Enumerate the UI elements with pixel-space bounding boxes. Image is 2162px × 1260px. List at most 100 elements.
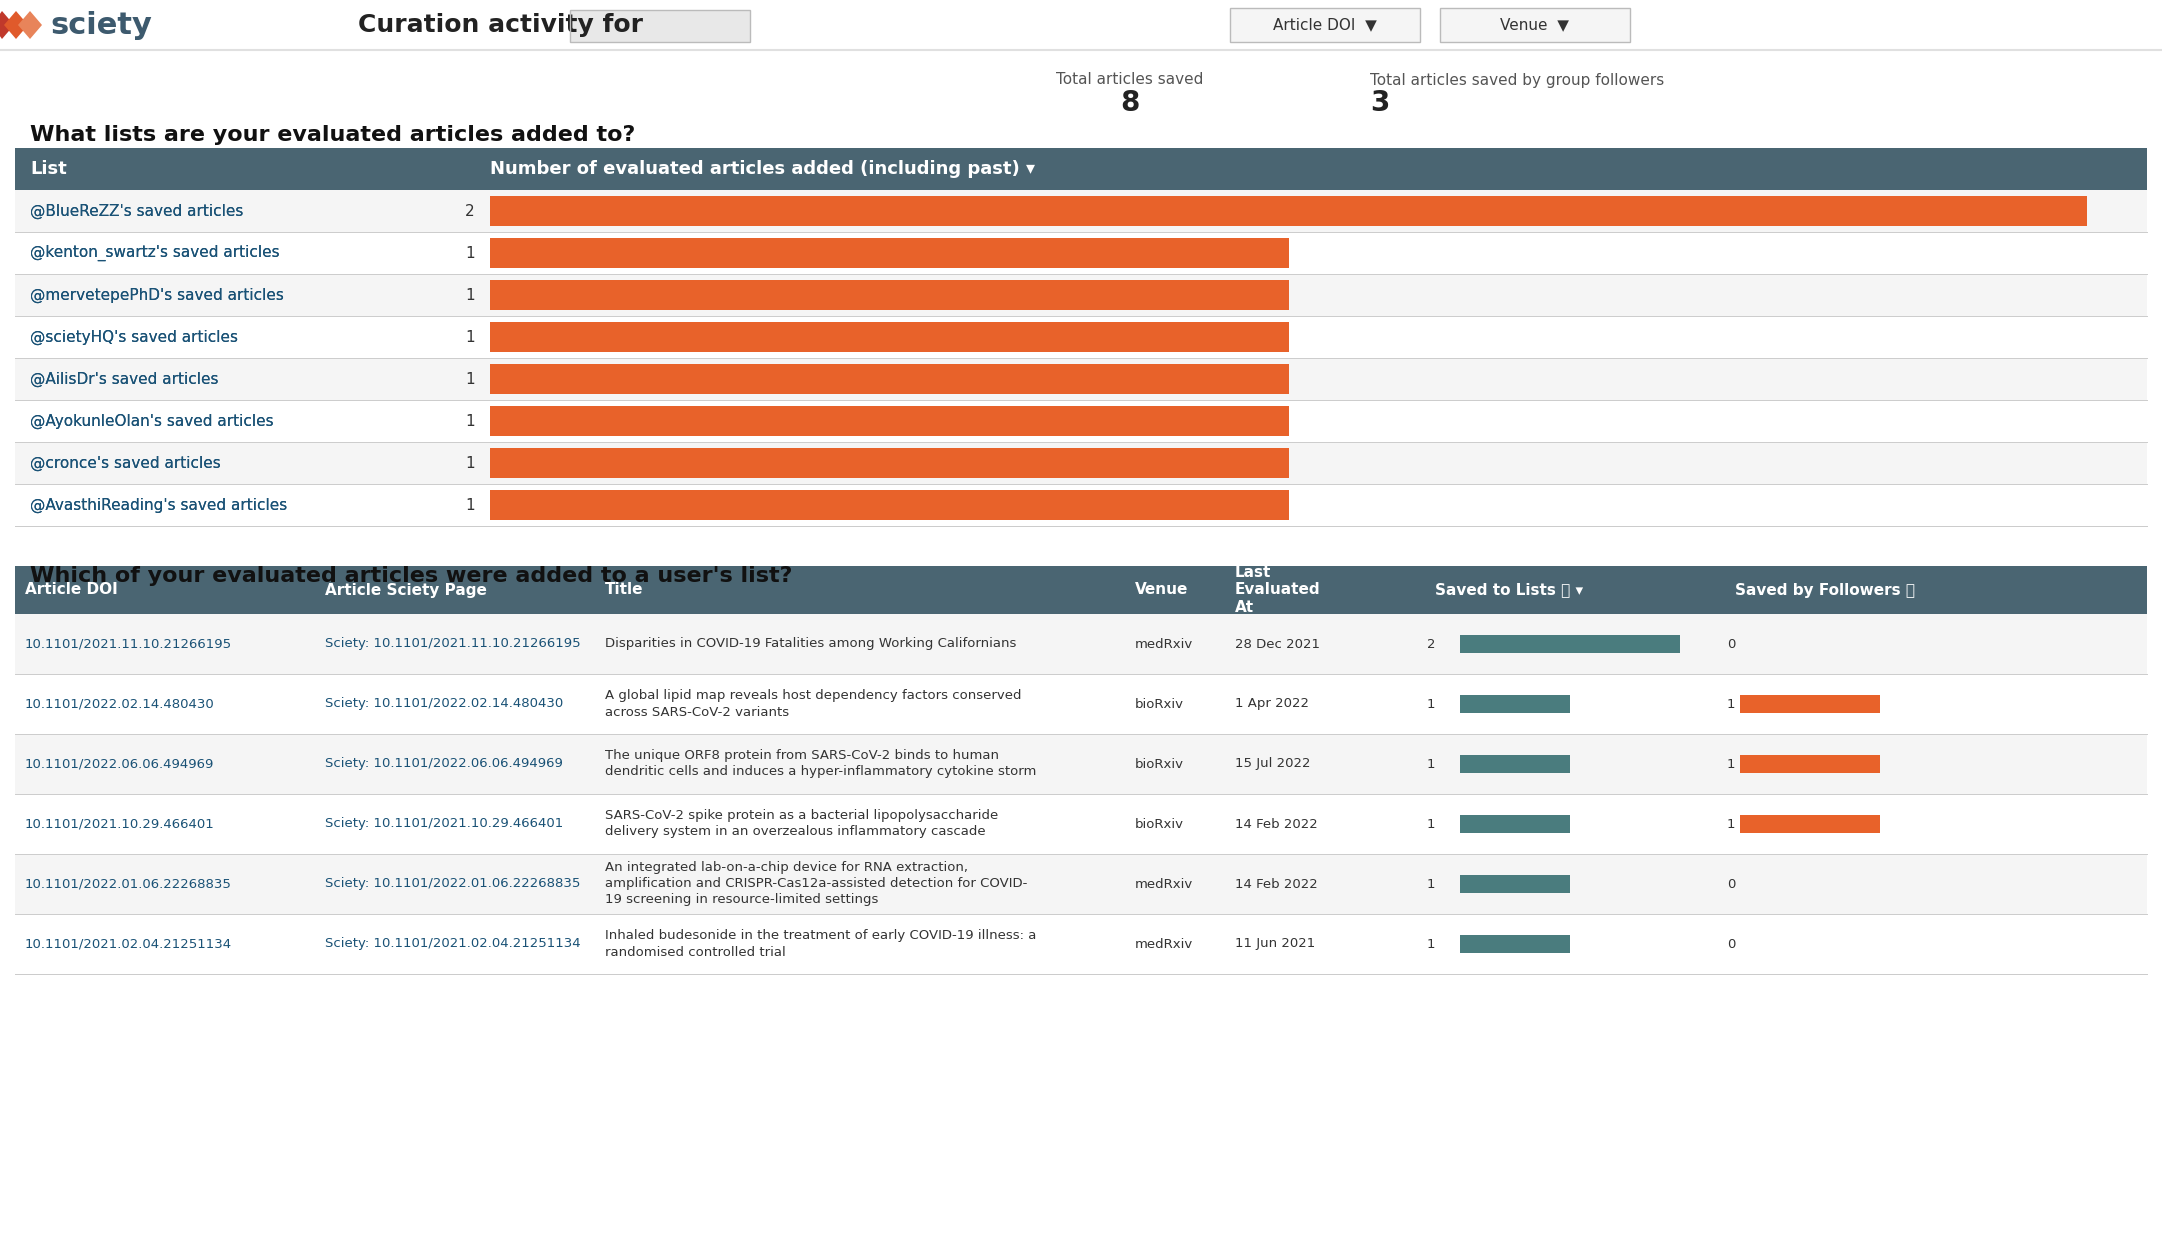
Text: An integrated lab-on-a-chip device for RNA extraction,
amplification and CRISPR-: An integrated lab-on-a-chip device for R… bbox=[605, 862, 1027, 906]
Bar bbox=[0, 0, 2162, 50]
Bar bbox=[15, 674, 2147, 735]
Text: Sciety: 10.1101/2022.02.14.480430: Sciety: 10.1101/2022.02.14.480430 bbox=[324, 698, 564, 711]
Text: 2: 2 bbox=[1427, 638, 1436, 650]
Text: 1: 1 bbox=[465, 456, 476, 470]
Text: Title: Title bbox=[605, 582, 644, 597]
Text: medRxiv: medRxiv bbox=[1135, 877, 1193, 891]
Text: medRxiv: medRxiv bbox=[1135, 638, 1193, 650]
Bar bbox=[1740, 815, 1881, 833]
Text: @AilisDr's saved articles: @AilisDr's saved articles bbox=[30, 372, 218, 387]
Text: SARS-CoV-2 spike protein as a bacterial lipopolysaccharide
delivery system in an: SARS-CoV-2 spike protein as a bacterial … bbox=[605, 809, 999, 838]
Bar bbox=[15, 442, 2147, 484]
Bar bbox=[15, 484, 2147, 525]
Text: 2: 2 bbox=[465, 204, 476, 218]
Text: 1: 1 bbox=[1727, 818, 1734, 830]
Text: 1: 1 bbox=[465, 372, 476, 387]
Bar bbox=[15, 273, 2147, 316]
Text: Disparities in COVID-19 Fatalities among Working Californians: Disparities in COVID-19 Fatalities among… bbox=[605, 638, 1016, 650]
Text: Number of evaluated articles added (including past) ▾: Number of evaluated articles added (incl… bbox=[491, 160, 1036, 178]
Text: Saved by Followers ⓙ: Saved by Followers ⓙ bbox=[1734, 582, 1916, 597]
Bar bbox=[1459, 635, 1680, 653]
Text: @kenton_swartz's saved articles: @kenton_swartz's saved articles bbox=[30, 244, 279, 261]
Text: Curation activity for: Curation activity for bbox=[357, 13, 642, 37]
Bar bbox=[15, 147, 2147, 190]
Text: 1: 1 bbox=[1427, 818, 1436, 830]
Text: Which of your evaluated articles were added to a user's list?: Which of your evaluated articles were ad… bbox=[30, 566, 793, 586]
Bar bbox=[1459, 874, 1570, 893]
Text: 1: 1 bbox=[1427, 937, 1436, 950]
Bar bbox=[491, 238, 1289, 268]
Text: bioRxiv: bioRxiv bbox=[1135, 757, 1185, 771]
Text: The unique ORF8 protein from SARS-CoV-2 binds to human
dendritic cells and induc: The unique ORF8 protein from SARS-CoV-2 … bbox=[605, 750, 1036, 779]
Text: Total articles saved: Total articles saved bbox=[1057, 73, 1204, 87]
Text: 15 Jul 2022: 15 Jul 2022 bbox=[1235, 757, 1310, 771]
Bar bbox=[571, 10, 750, 42]
Text: 1: 1 bbox=[465, 246, 476, 261]
Polygon shape bbox=[4, 11, 28, 39]
Text: @AvasthiReading's saved articles: @AvasthiReading's saved articles bbox=[30, 498, 288, 513]
Text: Article Sciety Page: Article Sciety Page bbox=[324, 582, 486, 597]
Text: Sciety: 10.1101/2022.06.06.494969: Sciety: 10.1101/2022.06.06.494969 bbox=[324, 757, 562, 771]
Text: @AvasthiReading's saved articles: @AvasthiReading's saved articles bbox=[30, 498, 288, 513]
Text: Article DOI  ▼: Article DOI ▼ bbox=[1273, 18, 1377, 33]
Text: @BlueReZZ's saved articles: @BlueReZZ's saved articles bbox=[30, 203, 244, 218]
Text: List: List bbox=[30, 160, 67, 178]
Text: @scietyHQ's saved articles: @scietyHQ's saved articles bbox=[30, 329, 238, 344]
Text: A global lipid map reveals host dependency factors conserved
across SARS-CoV-2 v: A global lipid map reveals host dependen… bbox=[605, 689, 1020, 718]
Text: 1: 1 bbox=[1727, 757, 1734, 771]
Bar bbox=[491, 323, 1289, 352]
Bar bbox=[1740, 696, 1881, 713]
Text: 1: 1 bbox=[1727, 698, 1734, 711]
Text: @cronce's saved articles: @cronce's saved articles bbox=[30, 455, 221, 470]
Text: @kenton_swartz's saved articles: @kenton_swartz's saved articles bbox=[30, 244, 279, 261]
Text: 8: 8 bbox=[1120, 89, 1139, 117]
Bar bbox=[1440, 8, 1630, 42]
Text: 10.1101/2022.06.06.494969: 10.1101/2022.06.06.494969 bbox=[26, 757, 214, 771]
Text: 14 Feb 2022: 14 Feb 2022 bbox=[1235, 877, 1319, 891]
Text: What lists are your evaluated articles added to?: What lists are your evaluated articles a… bbox=[30, 125, 636, 145]
Text: 1: 1 bbox=[1427, 877, 1436, 891]
Bar bbox=[1440, 8, 1630, 42]
Bar bbox=[491, 364, 1289, 394]
Text: Sciety: 10.1101/2021.02.04.21251134: Sciety: 10.1101/2021.02.04.21251134 bbox=[324, 937, 582, 950]
Text: Sciety: 10.1101/2021.10.29.466401: Sciety: 10.1101/2021.10.29.466401 bbox=[324, 818, 564, 830]
Text: 1 Apr 2022: 1 Apr 2022 bbox=[1235, 698, 1308, 711]
Bar bbox=[15, 358, 2147, 399]
Text: Venue: Venue bbox=[1135, 582, 1189, 597]
Bar bbox=[1230, 8, 1420, 42]
Bar bbox=[15, 566, 2147, 614]
Text: 10.1101/2021.02.04.21251134: 10.1101/2021.02.04.21251134 bbox=[26, 937, 231, 950]
Text: @AyokunleOlan's saved articles: @AyokunleOlan's saved articles bbox=[30, 413, 275, 428]
Bar bbox=[1459, 935, 1570, 953]
Bar bbox=[491, 490, 1289, 520]
Bar bbox=[491, 406, 1289, 436]
Bar bbox=[571, 10, 750, 42]
Text: @mervetepePhD's saved articles: @mervetepePhD's saved articles bbox=[30, 287, 283, 302]
Text: Saved to Lists ⓘ ▾: Saved to Lists ⓘ ▾ bbox=[1436, 582, 1583, 597]
Bar bbox=[1459, 696, 1570, 713]
Text: @mervetepePhD's saved articles: @mervetepePhD's saved articles bbox=[30, 287, 283, 302]
Text: Total articles saved by group followers: Total articles saved by group followers bbox=[1371, 73, 1665, 87]
Bar bbox=[1459, 815, 1570, 833]
Text: 1: 1 bbox=[1427, 757, 1436, 771]
Text: 11 Jun 2021: 11 Jun 2021 bbox=[1235, 937, 1314, 950]
Bar bbox=[1230, 8, 1420, 42]
Text: @AilisDr's saved articles: @AilisDr's saved articles bbox=[30, 372, 218, 387]
Text: 1: 1 bbox=[465, 413, 476, 428]
Bar bbox=[15, 190, 2147, 232]
Bar bbox=[491, 449, 1289, 478]
Text: @cronce's saved articles: @cronce's saved articles bbox=[30, 455, 221, 470]
Text: Article DOI: Article DOI bbox=[26, 582, 117, 597]
Bar bbox=[15, 399, 2147, 442]
Text: 28 Dec 2021: 28 Dec 2021 bbox=[1235, 638, 1321, 650]
Text: 1: 1 bbox=[465, 498, 476, 513]
Text: 1: 1 bbox=[465, 287, 476, 302]
Text: @BlueReZZ's saved articles: @BlueReZZ's saved articles bbox=[30, 203, 244, 218]
Bar bbox=[491, 280, 1289, 310]
Text: Inhaled budesonide in the treatment of early COVID-19 illness: a
randomised cont: Inhaled budesonide in the treatment of e… bbox=[605, 930, 1036, 959]
Bar bbox=[15, 854, 2147, 914]
Bar bbox=[15, 316, 2147, 358]
Bar bbox=[15, 735, 2147, 794]
Text: Sciety: 10.1101/2021.11.10.21266195: Sciety: 10.1101/2021.11.10.21266195 bbox=[324, 638, 582, 650]
Text: medRxiv: medRxiv bbox=[1135, 937, 1193, 950]
